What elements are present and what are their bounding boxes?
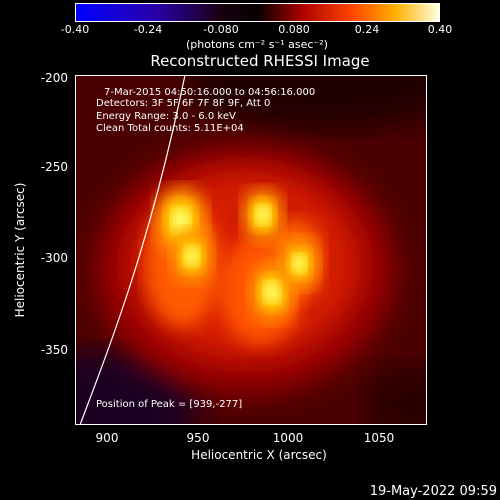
y-axis-title: Heliocentric Y (arcsec) — [13, 182, 27, 318]
heatmap-source — [171, 207, 191, 233]
plot-title: Reconstructed RHESSI Image — [150, 52, 370, 70]
x-tick-label: 900 — [95, 431, 119, 445]
heatmap-source — [263, 281, 281, 304]
info-peak-position: Position of Peak = [939,-277] — [96, 399, 243, 410]
heatmap-source — [184, 246, 200, 267]
heatmap-image — [75, 75, 427, 425]
info-energy-range: Energy Range: 3.0 - 6.0 keV — [96, 111, 236, 122]
colorbar-tick-label: -0.24 — [133, 23, 163, 36]
heatmap-sources — [155, 186, 319, 322]
heatmap-svg — [75, 75, 427, 425]
colorbar-tick-label: 0.24 — [354, 23, 380, 36]
timestamp: 19-May-2022 09:59 — [369, 484, 497, 499]
heatmap-dark-region — [365, 365, 427, 425]
x-tick-label: 1000 — [272, 431, 304, 445]
y-tick-label: -250 — [40, 160, 68, 174]
solar-limb-curve — [79, 75, 186, 425]
colorbar-units: (photons cm⁻² s⁻¹ asec⁻²) — [186, 38, 328, 51]
info-time-range: 7-Mar-2015 04:50:16.000 to 04:56:16.000 — [104, 87, 316, 98]
info-clean-counts: Clean Total counts: 5.11E+04 — [96, 123, 244, 134]
heatmap-source — [255, 205, 271, 225]
x-tick-label: 1050 — [363, 431, 395, 445]
y-tick-label: -300 — [40, 251, 68, 265]
heatmap-dark-region — [185, 75, 427, 130]
x-axis-title: Heliocentric X (arcsec) — [191, 448, 327, 462]
info-detectors: Detectors: 3F 5F 6F 7F 8F 9F, Att 0 — [96, 98, 271, 109]
colorbar-tick-label: -0.40 — [60, 23, 90, 36]
y-tick-label: -200 — [40, 71, 68, 85]
heatmap-source — [292, 254, 307, 273]
x-tick-label: 950 — [186, 431, 210, 445]
colorbar-tick-label: 0.080 — [278, 23, 310, 36]
colorbar — [75, 3, 440, 22]
colorbar-tick-label: -0.080 — [203, 23, 239, 36]
y-tick-label: -350 — [40, 343, 68, 357]
colorbar-tick-label: 0.40 — [427, 23, 453, 36]
